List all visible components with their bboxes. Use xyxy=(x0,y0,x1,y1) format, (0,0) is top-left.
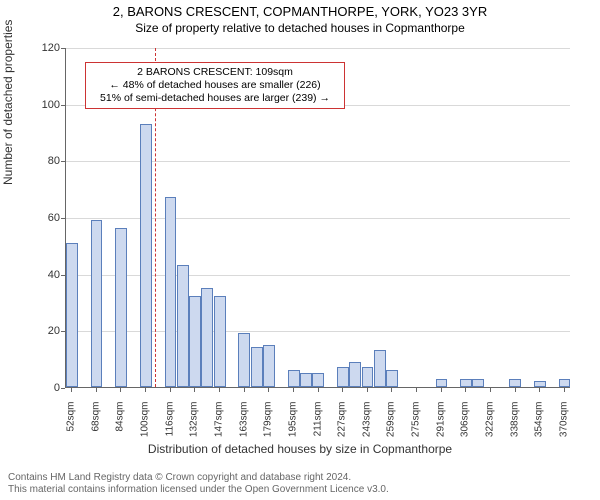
xtick-label: 147sqm xyxy=(213,402,224,452)
bar xyxy=(214,296,226,387)
ytick-label: 60 xyxy=(48,212,60,224)
bar xyxy=(509,379,521,388)
xtick-label: 322sqm xyxy=(484,402,495,452)
xtick-mark xyxy=(490,388,491,392)
annotation-line2: ← 48% of detached houses are smaller (22… xyxy=(92,79,338,92)
xtick-mark xyxy=(194,388,195,392)
bar xyxy=(337,367,349,387)
bar xyxy=(238,333,250,387)
xtick-mark xyxy=(515,388,516,392)
xtick-mark xyxy=(145,388,146,392)
footer: Contains HM Land Registry data © Crown c… xyxy=(8,472,389,496)
xtick-label: 116sqm xyxy=(164,402,175,452)
chart-subtitle: Size of property relative to detached ho… xyxy=(0,19,600,39)
bar xyxy=(362,367,374,387)
xtick-mark xyxy=(441,388,442,392)
xtick-label: 211sqm xyxy=(312,402,323,452)
xtick-mark xyxy=(367,388,368,392)
ytick-label: 100 xyxy=(42,99,60,111)
ytick-label: 0 xyxy=(54,382,60,394)
xtick-mark xyxy=(465,388,466,392)
xtick-label: 354sqm xyxy=(534,402,545,452)
bar xyxy=(177,265,189,387)
xtick-label: 68sqm xyxy=(90,402,101,452)
xtick-mark xyxy=(318,388,319,392)
bar xyxy=(165,197,177,387)
xtick-label: 84sqm xyxy=(115,402,126,452)
ytick-mark xyxy=(61,105,65,106)
bar xyxy=(189,296,201,387)
xtick-label: 163sqm xyxy=(238,402,249,452)
ytick-mark xyxy=(61,388,65,389)
bar xyxy=(201,288,213,387)
bar xyxy=(300,373,312,387)
bar xyxy=(115,228,127,387)
xtick-mark xyxy=(391,388,392,392)
xtick-label: 275sqm xyxy=(411,402,422,452)
xtick-label: 195sqm xyxy=(287,402,298,452)
xtick-mark xyxy=(416,388,417,392)
bar xyxy=(386,370,398,387)
ytick-mark xyxy=(61,331,65,332)
xtick-mark xyxy=(342,388,343,392)
xtick-label: 132sqm xyxy=(189,402,200,452)
xtick-mark xyxy=(170,388,171,392)
xtick-mark xyxy=(244,388,245,392)
chart-container: 2, BARONS CRESCENT, COPMANTHORPE, YORK, … xyxy=(0,0,600,500)
xtick-mark xyxy=(539,388,540,392)
xtick-label: 306sqm xyxy=(460,402,471,452)
xtick-mark xyxy=(268,388,269,392)
xtick-label: 227sqm xyxy=(337,402,348,452)
bar xyxy=(288,370,300,387)
bar xyxy=(374,350,386,387)
footer-line1: Contains HM Land Registry data © Crown c… xyxy=(8,472,389,484)
ytick-label: 40 xyxy=(48,269,60,281)
ytick-mark xyxy=(61,48,65,49)
bar xyxy=(312,373,324,387)
annotation-line1: 2 BARONS CRESCENT: 109sqm xyxy=(92,66,338,79)
bar xyxy=(559,379,571,388)
ytick-mark xyxy=(61,218,65,219)
bar xyxy=(436,379,448,388)
xtick-mark xyxy=(564,388,565,392)
xtick-label: 291sqm xyxy=(435,402,446,452)
xtick-mark xyxy=(96,388,97,392)
xtick-mark xyxy=(71,388,72,392)
ytick-label: 20 xyxy=(48,325,60,337)
xtick-mark xyxy=(120,388,121,392)
bar xyxy=(534,381,546,387)
ytick-label: 80 xyxy=(48,155,60,167)
xtick-mark xyxy=(293,388,294,392)
bar xyxy=(460,379,472,388)
xtick-label: 243sqm xyxy=(361,402,372,452)
xtick-label: 179sqm xyxy=(263,402,274,452)
xtick-label: 100sqm xyxy=(140,402,151,452)
ytick-mark xyxy=(61,161,65,162)
xtick-label: 259sqm xyxy=(386,402,397,452)
bar xyxy=(349,362,361,388)
gridline xyxy=(66,48,570,49)
xtick-mark xyxy=(219,388,220,392)
bar xyxy=(66,243,78,388)
bar xyxy=(140,124,152,388)
ytick-label: 120 xyxy=(42,42,60,54)
bar xyxy=(263,345,275,388)
y-axis-label: Number of detached properties xyxy=(1,20,15,185)
ytick-mark xyxy=(61,275,65,276)
bar xyxy=(472,379,484,388)
xtick-label: 52sqm xyxy=(66,402,77,452)
annotation-box: 2 BARONS CRESCENT: 109sqm ← 48% of detac… xyxy=(85,62,345,109)
bar xyxy=(251,347,263,387)
xtick-label: 338sqm xyxy=(509,402,520,452)
xtick-label: 370sqm xyxy=(558,402,569,452)
annotation-line3: 51% of semi-detached houses are larger (… xyxy=(92,92,338,105)
chart-title: 2, BARONS CRESCENT, COPMANTHORPE, YORK, … xyxy=(0,0,600,19)
bar xyxy=(91,220,103,387)
footer-line2: This material contains information licen… xyxy=(8,484,389,496)
